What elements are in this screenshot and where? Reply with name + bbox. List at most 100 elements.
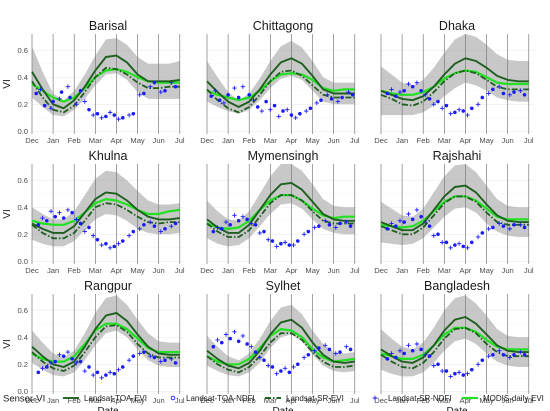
legend-label: MODIS-daily-EVI bbox=[483, 394, 544, 403]
x-tick-label: Dec bbox=[200, 396, 214, 405]
x-tick-label: Apr bbox=[286, 396, 298, 405]
point-landsat-sr-ndfi bbox=[82, 368, 87, 374]
point-landsat-toa-ndfi bbox=[436, 99, 440, 104]
point-landsat-sr-ndfi bbox=[48, 209, 54, 214]
point-landsat-sr-ndfi bbox=[232, 213, 237, 218]
point-landsat-sr-ndfi bbox=[215, 225, 220, 230]
point-landsat-sr-ndfi bbox=[423, 92, 428, 98]
point-landsat-toa-ndfi bbox=[338, 350, 342, 354]
facet-panel: Dhaka Dec Jan Feb Mar Apr May Jun Jul bbox=[374, 19, 534, 145]
point-landsat-toa-ndfi bbox=[419, 347, 423, 352]
x-tick-label: May bbox=[479, 136, 494, 145]
point-landsat-toa-ndfi bbox=[78, 88, 83, 93]
point-landsat-toa-ndfi bbox=[95, 237, 100, 242]
series-landsat-toa-evi bbox=[380, 184, 529, 232]
point-landsat-sr-ndfi bbox=[406, 343, 411, 348]
point-landsat-sr-ndfi bbox=[91, 112, 96, 118]
x-tick-label: May bbox=[305, 136, 320, 145]
point-landsat-sr-ndfi bbox=[266, 363, 271, 368]
point-landsat-sr-ndfi bbox=[344, 219, 349, 225]
facet-panel: Rangpur 0.0 0.2 0.4 0.6 VI Dec Jan Feb Mar Apr May J… bbox=[2, 279, 185, 411]
point-landsat-sr-ndfi bbox=[335, 99, 341, 104]
point-landsat-toa-ndfi bbox=[270, 365, 275, 369]
point-landsat-toa-ndfi bbox=[317, 346, 321, 350]
point-landsat-toa-ndfi bbox=[245, 342, 249, 346]
x-tick-label: Feb bbox=[417, 266, 430, 275]
x-tick-label: Mar bbox=[264, 136, 278, 145]
point-landsat-sr-ndfi bbox=[346, 89, 351, 95]
point-landsat-sr-ndfi bbox=[291, 242, 296, 248]
point-landsat-toa-ndfi bbox=[87, 225, 91, 230]
point-landsat-toa-ndfi bbox=[419, 214, 423, 219]
point-landsat-toa-ndfi bbox=[491, 352, 495, 357]
point-landsat-sr-ndfi bbox=[431, 233, 436, 238]
point-landsat-toa-ndfi bbox=[501, 91, 506, 96]
series-landsat-toa-evi bbox=[31, 311, 180, 368]
point-landsat-sr-ndfi bbox=[397, 218, 403, 223]
series-landsat-toa-evi bbox=[206, 57, 355, 108]
point-landsat-toa-ndfi bbox=[522, 92, 527, 97]
series-landsat-sr-evi bbox=[206, 194, 355, 238]
point-landsat-toa-ndfi bbox=[264, 99, 268, 104]
panel-title: Khulna bbox=[89, 149, 128, 163]
legend-item: MODIS-daily-EVI bbox=[462, 394, 544, 403]
point-landsat-toa-ndfi bbox=[236, 218, 241, 223]
point-landsat-sr-ndfi bbox=[91, 372, 96, 378]
point-landsat-toa-ndfi bbox=[480, 231, 485, 235]
y-tick-label: 0.0 bbox=[17, 127, 28, 136]
x-tick-label: Jul bbox=[350, 396, 360, 405]
point-landsat-toa-ndfi bbox=[104, 241, 108, 246]
x-tick-label: Feb bbox=[243, 396, 256, 405]
point-landsat-sr-ndfi bbox=[507, 92, 512, 98]
y-tick-label: 0.2 bbox=[17, 230, 28, 239]
x-tick-label: Jun bbox=[502, 136, 514, 145]
series-landsat-toa-evi bbox=[380, 316, 529, 364]
x-tick-label: Jun bbox=[502, 396, 514, 405]
point-landsat-sr-ndfi bbox=[293, 115, 298, 120]
series-landsat-sr-evi bbox=[380, 69, 529, 107]
legend-item: Landsat-SR-NDFI bbox=[372, 394, 452, 403]
point-landsat-toa-ndfi bbox=[152, 224, 157, 229]
point-landsat-sr-ndfi bbox=[518, 222, 523, 228]
point-landsat-toa-ndfi bbox=[512, 352, 516, 357]
point-landsat-toa-ndfi bbox=[44, 365, 49, 369]
facet-panel: Mymensingh Dec Jan Feb Mar Apr May Jun Jul bbox=[200, 149, 360, 275]
point-landsat-sr-ndfi bbox=[301, 232, 307, 237]
panel-title: Mymensingh bbox=[248, 149, 319, 163]
point-landsat-toa-ndfi bbox=[436, 232, 440, 237]
point-landsat-sr-ndfi bbox=[116, 116, 121, 122]
point-landsat-sr-ndfi bbox=[259, 108, 265, 114]
x-tick-label: Jan bbox=[222, 266, 234, 275]
point-landsat-sr-ndfi bbox=[107, 110, 113, 115]
point-landsat-sr-ndfi bbox=[257, 230, 262, 236]
point-landsat-toa-ndfi bbox=[104, 373, 108, 377]
point-landsat-toa-ndfi bbox=[120, 115, 125, 120]
legend-item: Landsat-TOA-NDFI bbox=[170, 394, 255, 403]
point-landsat-sr-ndfi bbox=[423, 352, 428, 358]
point-landsat-sr-ndfi bbox=[74, 102, 79, 107]
point-landsat-sr-ndfi bbox=[223, 219, 229, 225]
point-landsat-toa-ndfi bbox=[228, 336, 233, 341]
point-landsat-toa-ndfi bbox=[419, 88, 423, 93]
point-landsat-toa-ndfi bbox=[112, 113, 117, 117]
point-landsat-toa-ndfi bbox=[402, 351, 407, 356]
y-tick-label: 0.2 bbox=[17, 100, 28, 109]
point-landsat-sr-ndfi bbox=[268, 107, 273, 112]
point-landsat-sr-ndfi bbox=[274, 371, 279, 376]
series-landsat-toa-evi bbox=[206, 181, 355, 234]
x-tick-label: Mar bbox=[438, 136, 452, 145]
point-landsat-sr-ndfi bbox=[456, 370, 462, 375]
x-tick-label: Feb bbox=[417, 396, 430, 405]
point-landsat-toa-ndfi bbox=[491, 225, 495, 230]
x-tick-label: Apr bbox=[111, 266, 123, 275]
x-tick-label: Feb bbox=[68, 136, 81, 145]
point-landsat-sr-ndfi bbox=[323, 218, 328, 223]
x-tick-label: Jun bbox=[328, 266, 340, 275]
x-tick-label: Feb bbox=[243, 266, 256, 275]
point-landsat-toa-ndfi bbox=[112, 244, 117, 249]
x-tick-label: Jul bbox=[524, 136, 534, 145]
point-landsat-sr-ndfi bbox=[38, 87, 43, 92]
panel-title: Barisal bbox=[89, 19, 127, 33]
x-tick-label: Mar bbox=[438, 396, 452, 405]
point-landsat-sr-ndfi bbox=[91, 233, 96, 238]
